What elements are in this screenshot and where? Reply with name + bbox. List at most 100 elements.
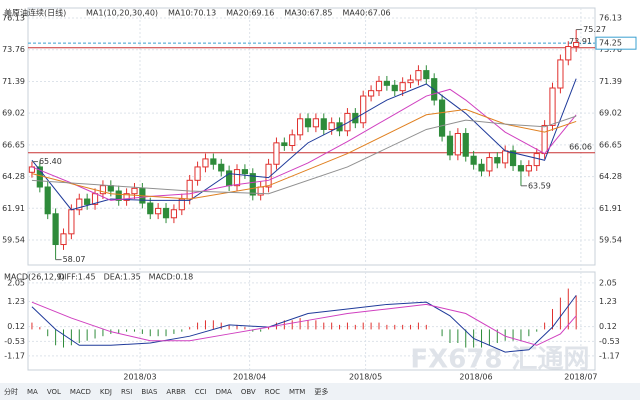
y-tick-label-right: 71.39 [599,77,622,86]
candle-body [486,157,493,172]
candle-body [470,155,477,165]
price-label: 75.27 [583,25,606,34]
candle-body [84,198,91,205]
tab[interactable]: ARBR [166,388,185,396]
candle-body [178,198,185,211]
tab[interactable]: RSI [121,388,132,396]
y-tick-label-right: 2.05 [599,278,617,287]
y-tick-label-right: 61.91 [599,204,622,213]
x-tick-label: 2018/03 [123,373,156,382]
candle-body [312,118,319,128]
macd-legend-label: DIFF:1.45 [58,273,96,282]
candle-body [249,173,256,196]
price-label: 63.59 [528,181,551,190]
y-tick-label: 66.65 [2,140,25,149]
tab[interactable]: VOL [47,388,61,396]
tab[interactable]: MACD [70,388,91,396]
y-tick-label-right: 76.13 [599,14,622,23]
y-tick-label-right: 1.23 [599,297,617,306]
candle-body [573,42,580,48]
y-tick-label: 1.23 [7,297,25,306]
tab[interactable]: 更多 [314,387,328,396]
y-tick-label-right: -0.53 [599,337,620,346]
candle-body [241,169,249,175]
tab[interactable]: 分时 [4,387,18,396]
tab[interactable]: DMA [216,388,232,396]
macd-legend-label: MACD:0.18 [149,273,194,282]
y-tick-label-right: 69.02 [599,109,622,118]
y-tick-label: 76.13 [2,14,25,23]
candle-body [297,118,304,136]
legend-label: MA30:67.85 [284,9,332,18]
candle-body [494,157,501,164]
indicator-name: MA1(10,20,30,40) [86,9,158,18]
candle-body [391,84,398,92]
tab[interactable]: MA [27,388,38,396]
y-tick-label: 69.02 [2,109,25,118]
y-tick-label: 64.28 [2,172,25,181]
y-tick-label-right: 66.65 [599,140,622,149]
candle-body [446,135,454,156]
candle-body [210,158,217,165]
x-tick-label: 2018/07 [564,373,597,382]
candle-body [407,79,414,84]
candle-body [454,132,461,156]
tab[interactable]: OBV [241,388,256,396]
y-tick-label-right: 0.12 [599,322,617,331]
watermark: FX678 汇通网 [410,345,589,375]
candle-body [76,198,83,211]
legend-label: MA10:70.13 [168,9,216,18]
candle-body [44,186,51,215]
tab[interactable]: ROC [265,388,280,396]
y-tick-label: -0.53 [4,337,25,346]
candle-body [194,166,201,181]
candle-body [509,150,517,167]
y-tick-label-right: 73.76 [599,45,622,54]
candle-body [36,166,43,188]
tab-bar [0,383,640,400]
candle-body [99,185,107,195]
candle-body [375,80,383,92]
y-tick-label: 61.91 [2,204,25,213]
tab[interactable]: MTM [289,388,305,396]
candle-body [328,122,335,130]
x-tick-label: 2018/06 [459,373,492,382]
candle-body [399,82,406,92]
candle-body [60,233,67,246]
candle-body [320,118,327,130]
candle-body [344,112,351,132]
macd-panel [27,271,596,371]
candle-body [218,163,225,172]
y-tick-label: 59.54 [2,235,25,244]
candle-body [281,142,288,147]
price-panel [27,7,596,266]
y-tick-label: 71.39 [2,77,25,86]
candle-body [525,165,532,172]
candle-body [162,207,170,219]
candle-body [549,87,556,126]
y-tick-label: 2.05 [7,278,25,287]
candle-body [565,46,572,61]
price-tag-label: 74.25 [599,39,622,48]
candle-body [170,209,178,219]
candle-body [233,169,241,187]
candle-body [123,193,130,201]
macd-title: MACD(26,12,9) [4,273,65,282]
y-tick-label: -1.17 [4,351,25,360]
y-tick-label-right: 59.54 [599,235,622,244]
candle-body [367,90,375,97]
price-line-label: 66.06 [569,142,592,151]
candle-body [517,165,525,172]
tab[interactable]: CCI [195,388,207,396]
candle-body [557,59,564,89]
ma-line [31,108,577,200]
x-tick-label: 2018/04 [233,373,266,382]
candle-body [462,132,469,157]
candle-body [131,187,138,195]
y-tick-label: 73.76 [2,45,25,54]
tab[interactable]: BIAS [141,388,158,396]
tab[interactable]: KDJ [100,388,112,396]
candle-body [502,150,509,164]
candle-body [115,190,122,201]
